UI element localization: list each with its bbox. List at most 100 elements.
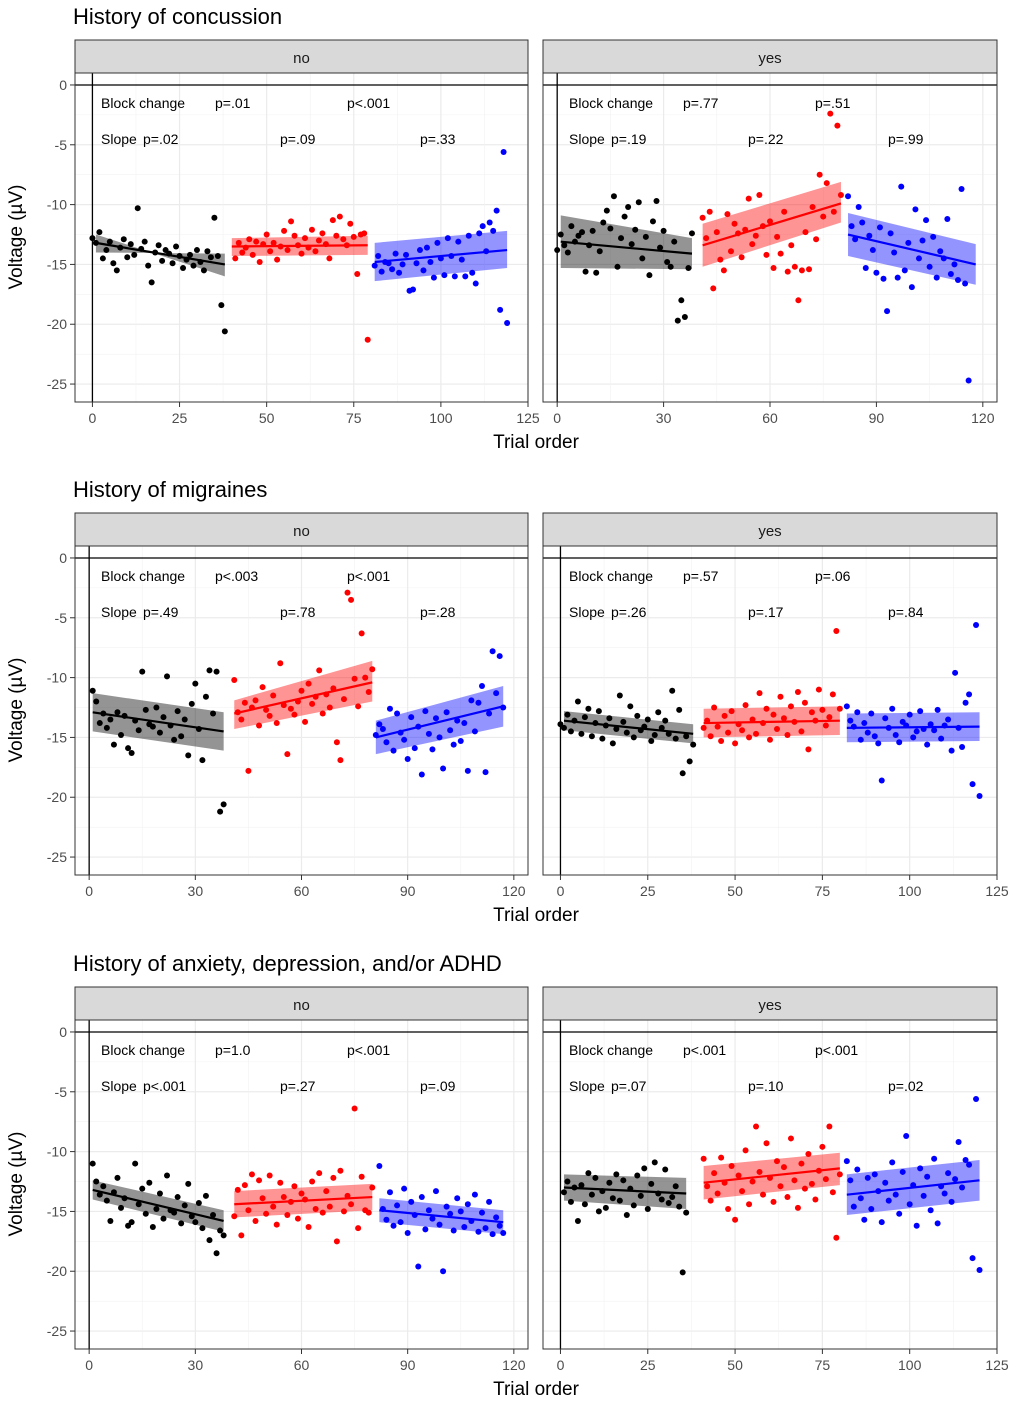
data-point	[231, 1213, 238, 1220]
x-tick-label: 25	[172, 410, 188, 426]
data-point	[878, 1219, 885, 1226]
data-point	[443, 1203, 450, 1210]
fit-line	[702, 202, 842, 247]
data-point	[557, 231, 564, 238]
panel-border	[542, 545, 998, 876]
data-point	[288, 218, 295, 225]
x-tick-label: 125	[985, 883, 1009, 899]
data-point	[891, 249, 898, 256]
data-point	[713, 229, 720, 236]
series-block1	[557, 687, 697, 777]
block-change-p-value: p=.77	[683, 95, 719, 111]
data-point	[213, 668, 220, 675]
data-point	[784, 732, 791, 739]
data-point	[937, 248, 944, 255]
y-tick-label: -25	[47, 849, 67, 865]
data-point	[848, 223, 855, 230]
data-point	[679, 770, 686, 777]
data-point	[465, 232, 472, 239]
data-point	[89, 687, 96, 694]
series-block3	[845, 183, 976, 384]
data-point	[780, 1164, 787, 1171]
x-tick-label: 0	[85, 883, 93, 899]
data-point	[471, 728, 478, 735]
data-point	[364, 336, 371, 343]
data-point	[476, 230, 483, 237]
data-point	[554, 247, 561, 254]
data-point	[924, 1173, 931, 1180]
fit-line	[563, 719, 694, 735]
data-point	[408, 714, 415, 721]
data-point	[954, 276, 961, 283]
data-point	[378, 268, 385, 275]
data-point	[892, 732, 899, 739]
data-point	[669, 687, 676, 694]
data-point	[808, 1180, 815, 1187]
facet-strip	[74, 512, 529, 547]
data-point	[724, 211, 731, 218]
slope-p-value: p=.49	[143, 604, 179, 620]
data-point	[646, 272, 653, 279]
series-block3	[372, 648, 507, 778]
data-point	[681, 314, 688, 321]
data-point	[801, 699, 808, 706]
data-point	[246, 236, 253, 243]
data-point	[148, 279, 155, 286]
data-point	[169, 260, 176, 267]
data-point	[707, 733, 714, 740]
data-point	[784, 268, 791, 275]
slope-p-value: p=.09	[280, 131, 316, 147]
data-point	[195, 1200, 202, 1207]
data-point	[854, 1166, 861, 1173]
data-point	[564, 1178, 571, 1185]
data-point	[490, 227, 497, 234]
facet-strip-label: yes	[758, 997, 781, 1014]
data-point	[475, 699, 482, 706]
data-point	[200, 267, 207, 274]
data-point	[376, 1162, 383, 1169]
data-point	[489, 648, 496, 655]
slope-p-value: p=.78	[280, 604, 316, 620]
data-point	[791, 263, 798, 270]
chart-title: History of concussion	[73, 4, 282, 29]
data-point	[718, 738, 725, 745]
slope-label: Slope	[101, 604, 137, 620]
data-point	[609, 1195, 616, 1202]
data-point	[948, 1198, 955, 1205]
data-point	[644, 716, 651, 723]
data-point	[450, 741, 457, 748]
block-change-label: Block change	[569, 568, 653, 584]
data-point	[333, 232, 340, 239]
data-point	[475, 1228, 482, 1235]
data-point	[683, 733, 690, 740]
data-point	[864, 1174, 871, 1181]
data-point	[259, 1195, 266, 1202]
data-point	[206, 667, 213, 674]
data-point	[664, 259, 671, 266]
data-point	[386, 705, 393, 712]
data-point	[316, 667, 323, 674]
data-point	[862, 265, 869, 272]
data-point	[386, 1189, 393, 1196]
data-point	[248, 1171, 255, 1178]
data-point	[330, 1174, 337, 1181]
data-point	[603, 207, 610, 214]
data-point	[613, 1171, 620, 1178]
facet-strip-label: no	[293, 997, 310, 1014]
data-point	[340, 1208, 347, 1215]
data-point	[667, 263, 674, 270]
data-point	[958, 186, 965, 193]
data-point	[884, 308, 891, 315]
data-point	[798, 728, 805, 735]
data-point	[774, 233, 781, 240]
data-point	[798, 1160, 805, 1167]
data-point	[805, 746, 812, 753]
data-point	[749, 241, 756, 248]
data-point	[600, 219, 607, 226]
data-point	[567, 1198, 574, 1205]
slope-p-value: p=.26	[611, 604, 647, 620]
y-tick-label: -5	[55, 1084, 68, 1100]
annotation-group: Block change Slope p=1.0 p<.001 p<.001 p=.27 p…	[101, 1042, 456, 1094]
data-point	[337, 1167, 344, 1174]
data-point	[302, 718, 309, 725]
